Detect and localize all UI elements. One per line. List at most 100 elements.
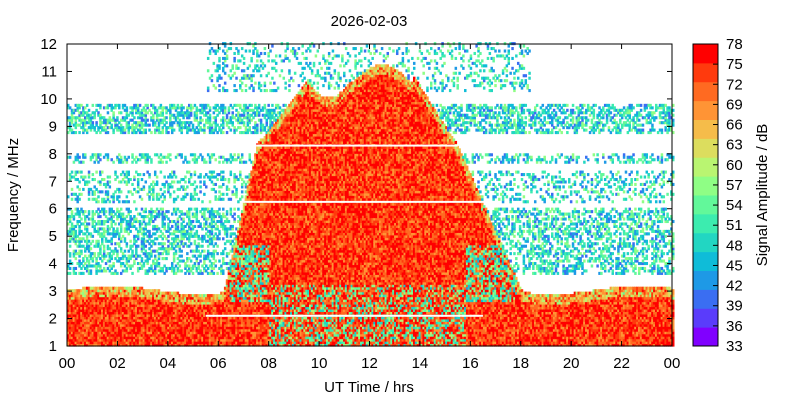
heatmap-cell — [129, 230, 131, 233]
heatmap-cell — [126, 195, 128, 198]
heatmap-cell — [177, 235, 179, 238]
heatmap-cell — [145, 208, 147, 211]
heatmap-cell — [173, 129, 175, 132]
heatmap-cell — [141, 198, 143, 201]
heatmap-cell — [163, 176, 165, 179]
heatmap-cell — [239, 126, 241, 129]
heatmap-cell — [143, 173, 145, 176]
heatmap-cell — [216, 245, 218, 248]
heatmap-cell — [71, 171, 73, 174]
heatmap-cell — [233, 52, 235, 55]
heatmap-cell — [165, 257, 167, 260]
heatmap-cell — [190, 242, 192, 245]
heatmap-cell — [205, 185, 207, 188]
heatmap-cell — [143, 185, 145, 188]
heatmap-cell — [194, 240, 196, 243]
heatmap-cell — [237, 153, 239, 156]
heatmap-cell — [199, 260, 201, 263]
heatmap-cell — [216, 225, 218, 228]
heatmap-cell — [69, 156, 71, 159]
heatmap-cell — [84, 176, 86, 179]
heatmap-cell — [190, 208, 192, 211]
heatmap-cell — [124, 237, 126, 240]
heatmap-cell — [201, 245, 203, 248]
heatmap-cell — [107, 153, 109, 156]
heatmap-cell — [120, 190, 122, 193]
heatmap-cell — [141, 257, 143, 260]
heatmap-cell — [241, 47, 243, 50]
heatmap-cell — [249, 64, 251, 67]
heatmap-cell — [249, 126, 251, 129]
chart-title: 2026-02-03 — [331, 13, 408, 30]
heatmap-cell — [197, 198, 199, 201]
heatmap-cell — [156, 180, 158, 183]
heatmap-cell — [75, 272, 77, 275]
heatmap-cell — [194, 180, 196, 183]
heatmap-cell — [92, 235, 94, 238]
heatmap-cell — [137, 245, 139, 248]
heatmap-cell — [233, 153, 235, 156]
heatmap-cell — [186, 252, 188, 255]
heatmap-cell — [226, 131, 228, 134]
heatmap-cell — [199, 190, 201, 193]
heatmap-cell — [239, 59, 241, 62]
heatmap-cell — [160, 188, 162, 191]
heatmap-cell — [129, 178, 131, 181]
heatmap-cell — [148, 173, 150, 176]
heatmap-cell — [226, 193, 228, 196]
heatmap-cell — [131, 193, 133, 196]
heatmap-cell — [194, 225, 196, 228]
heatmap-cell — [75, 267, 77, 270]
heatmap-cell — [145, 129, 147, 132]
heatmap-cell — [228, 220, 230, 223]
heatmap-cell — [167, 131, 169, 134]
heatmap-cell — [69, 267, 71, 270]
heatmap-cell — [237, 49, 239, 52]
heatmap-cell — [177, 195, 179, 198]
heatmap-cell — [182, 218, 184, 221]
heatmap-cell — [99, 104, 101, 107]
heatmap-cell — [110, 124, 112, 127]
heatmap-cell — [213, 171, 215, 174]
heatmap-cell — [145, 180, 147, 183]
heatmap-cell — [101, 190, 103, 193]
heatmap-cell — [97, 200, 99, 203]
heatmap-cell — [80, 193, 82, 196]
heatmap-cell — [207, 87, 209, 90]
heatmap-cell — [82, 272, 84, 275]
heatmap-cell — [99, 153, 101, 156]
heatmap-cell — [226, 89, 228, 92]
heatmap-cell — [131, 250, 133, 253]
heatmap-cell — [213, 153, 215, 156]
heatmap-cell — [245, 84, 247, 87]
heatmap-cell — [235, 188, 237, 191]
heatmap-cell — [214, 264, 216, 267]
heatmap-cell — [237, 208, 239, 211]
heatmap-cell — [103, 245, 105, 248]
heatmap-cell — [105, 210, 107, 213]
heatmap-cell — [222, 193, 224, 196]
heatmap-cell — [78, 131, 80, 134]
heatmap-cell — [82, 188, 84, 191]
heatmap-cell — [235, 77, 237, 80]
heatmap-cell — [199, 222, 201, 225]
heatmap-cell — [103, 178, 105, 181]
heatmap-cell — [190, 260, 192, 263]
heatmap-cell — [199, 173, 201, 176]
heatmap-cell — [184, 176, 186, 179]
heatmap-cell — [214, 183, 216, 186]
heatmap-cell — [88, 198, 90, 201]
heatmap-cell — [230, 198, 232, 201]
heatmap-cell — [84, 210, 86, 213]
heatmap-cell — [224, 106, 226, 109]
heatmap-cell — [150, 131, 152, 134]
heatmap-cell — [241, 82, 243, 85]
heatmap-cell — [154, 171, 156, 174]
heatmap-cell — [192, 220, 194, 223]
heatmap-cell — [78, 198, 80, 201]
heatmap-cell — [224, 72, 226, 75]
heatmap-cell — [241, 195, 243, 198]
heatmap-cell — [131, 153, 133, 156]
heatmap-cell — [199, 180, 201, 183]
heatmap-cell — [137, 178, 139, 181]
